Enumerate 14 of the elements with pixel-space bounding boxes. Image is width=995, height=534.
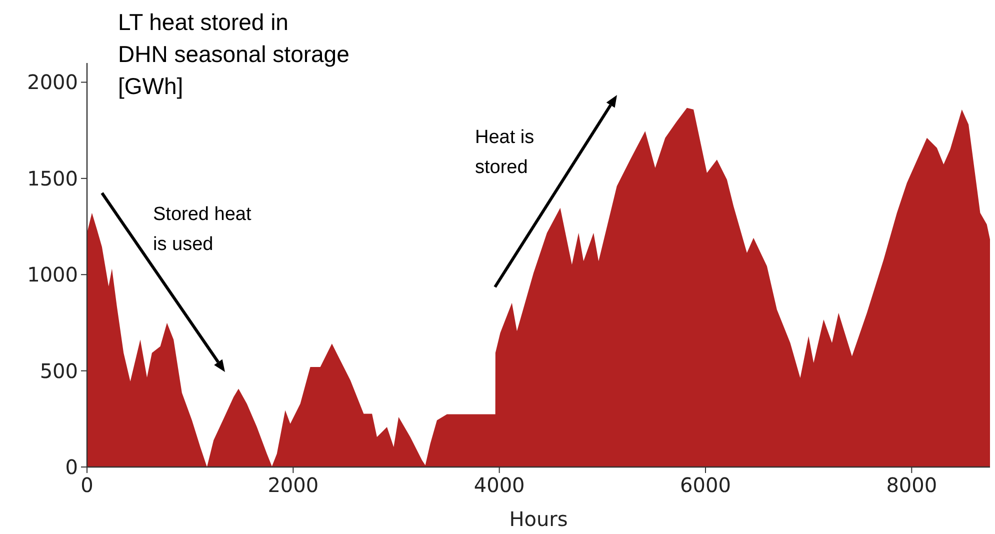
x-tick-label: 0 [80, 473, 94, 497]
x-tick-label: 6000 [680, 473, 731, 497]
y-tick-label: 1500 [27, 166, 78, 190]
x-tick-label: 2000 [268, 473, 319, 497]
x-tick-label: 4000 [474, 473, 525, 497]
x-axis-title: Hours [509, 507, 568, 531]
annotation: Stored heat is used [153, 204, 252, 255]
y-tick-label: 1000 [27, 262, 78, 287]
y-tick-label: 2000 [27, 70, 78, 94]
chart-title: LT heat stored in DHN seasonal storage [GWh] [118, 9, 350, 99]
x-tick-label: 8000 [886, 473, 938, 497]
y-tick-label: 500 [40, 358, 78, 383]
y-tick-label: 0 [65, 455, 78, 479]
annotation: Heat is stored [475, 127, 534, 178]
